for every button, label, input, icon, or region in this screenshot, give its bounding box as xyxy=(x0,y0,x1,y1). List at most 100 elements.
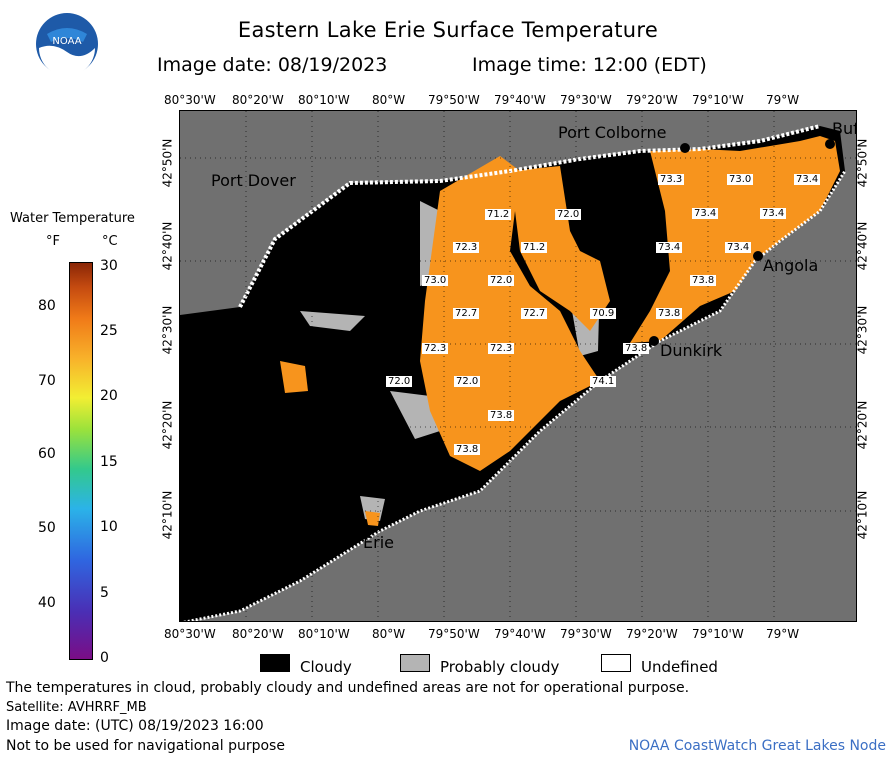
warm-water-area xyxy=(365,511,380,526)
color-scale-bar xyxy=(69,262,93,660)
dunkirk-dot xyxy=(649,336,659,346)
temp-label: 73.4 xyxy=(725,242,752,253)
lon-label-top: 79°30'W xyxy=(560,93,612,107)
temp-label: 73.8 xyxy=(623,343,650,354)
temp-label: 73.8 xyxy=(454,444,481,455)
temp-label: 73.4 xyxy=(760,208,787,219)
temp-label: 73.8 xyxy=(690,275,717,286)
temp-label: 72.0 xyxy=(488,275,515,286)
noaa-logo: NOAA xyxy=(36,13,98,76)
footer-satellite: Satellite: AVHRRF_MB xyxy=(6,700,147,715)
c-tick: 20 xyxy=(100,388,118,404)
temp-label: 71.2 xyxy=(485,209,512,220)
buffalo-dot xyxy=(825,139,835,149)
erie-dot xyxy=(355,526,365,536)
lon-label-top: 80°10'W xyxy=(298,93,350,107)
lon-label-top: 80°20'W xyxy=(232,93,284,107)
place-angola: Angola xyxy=(763,256,819,275)
swatch-cloudy xyxy=(260,654,290,672)
map-frame: 73.3 73.0 73.4 71.2 72.0 73.4 73.4 72.3 … xyxy=(179,110,857,622)
warm-water-area xyxy=(280,361,308,393)
temp-label: 73.8 xyxy=(488,410,515,421)
page-title: Eastern Lake Erie Surface Temperature xyxy=(237,18,659,42)
lon-label-top: 80°30'W xyxy=(164,93,216,107)
lat-label-right: 42°10'N xyxy=(855,490,870,540)
warm-water-area xyxy=(510,166,610,331)
image-time: Image time: 12:00 (EDT) xyxy=(472,54,707,76)
lat-label-left: 42°40'N xyxy=(160,221,175,271)
legend-probably-cloudy: Probably cloudy xyxy=(440,658,560,676)
legend-cloudy: Cloudy xyxy=(300,658,352,676)
probably-cloudy-area xyxy=(300,311,365,331)
swatch-undefined xyxy=(601,654,631,672)
temp-label: 70.9 xyxy=(590,308,617,319)
angola-dot xyxy=(753,251,763,261)
shoreline xyxy=(182,170,847,621)
legend-title: Water Temperature xyxy=(10,211,135,226)
probably-cloudy-area xyxy=(390,391,440,439)
lon-label-top: 79°50'W xyxy=(428,93,480,107)
lat-label-left: 42°10'N xyxy=(160,490,175,540)
c-tick: 30 xyxy=(100,258,118,274)
lat-label-right: 42°30'N xyxy=(855,305,870,355)
f-tick: 40 xyxy=(38,595,56,611)
f-tick: 80 xyxy=(38,298,56,314)
lon-label-top: 79°20'W xyxy=(626,93,678,107)
lon-label-bottom: 80°10'W xyxy=(298,627,350,641)
lon-label-top: 79°10'W xyxy=(692,93,744,107)
lat-label-left: 42°30'N xyxy=(160,305,175,355)
place-port-dover: Port Dover xyxy=(211,171,296,190)
logo-text: NOAA xyxy=(52,36,81,47)
temp-label: 73.3 xyxy=(658,174,685,185)
lon-label-top: 80°W xyxy=(372,93,406,107)
place-buffalo: Buf xyxy=(832,119,857,138)
temp-label: 73.0 xyxy=(727,174,754,185)
temp-label: 71.2 xyxy=(521,242,548,253)
lon-label-bottom: 79°40'W xyxy=(494,627,546,641)
footer-credit: NOAA CoastWatch Great Lakes Node xyxy=(628,738,886,754)
temp-label: 72.7 xyxy=(521,308,548,319)
temp-label: 72.0 xyxy=(555,209,582,220)
lon-label-bottom: 80°W xyxy=(372,627,406,641)
f-tick: 70 xyxy=(38,373,56,389)
temp-label: 73.8 xyxy=(656,308,683,319)
footer-note: The temperatures in cloud, probably clou… xyxy=(6,680,690,696)
lat-label-left: 42°50'N xyxy=(160,138,175,188)
lon-label-bottom: 80°30'W xyxy=(164,627,216,641)
port-colborne-dot xyxy=(680,143,690,153)
temp-label: 73.4 xyxy=(692,208,719,219)
temp-label: 73.4 xyxy=(656,242,683,253)
lat-label-right: 42°50'N xyxy=(855,138,870,188)
lat-label-right: 42°20'N xyxy=(855,400,870,450)
lat-label-right: 42°40'N xyxy=(855,221,870,271)
temp-label: 72.3 xyxy=(422,343,449,354)
temp-label: 72.3 xyxy=(453,242,480,253)
footer-nav: Not to be used for navigational purpose xyxy=(6,738,285,754)
temp-label: 72.0 xyxy=(386,376,413,387)
c-tick: 5 xyxy=(100,585,109,601)
lon-label-top: 79°W xyxy=(766,93,800,107)
lon-label-bottom: 79°20'W xyxy=(626,627,678,641)
temp-label: 73.4 xyxy=(794,174,821,185)
unit-celsius: °C xyxy=(102,234,118,249)
place-erie: Erie xyxy=(363,533,394,552)
temp-label: 72.7 xyxy=(453,308,480,319)
lon-label-bottom: 79°30'W xyxy=(560,627,612,641)
place-dunkirk: Dunkirk xyxy=(660,341,723,360)
graticule xyxy=(180,111,856,621)
temp-label: 73.0 xyxy=(422,275,449,286)
legend-undefined: Undefined xyxy=(641,658,718,676)
footer-utc: Image date: (UTC) 08/19/2023 16:00 xyxy=(6,718,264,734)
c-tick: 0 xyxy=(100,650,109,666)
lon-label-bottom: 79°W xyxy=(766,627,800,641)
place-port-colborne: Port Colborne xyxy=(558,123,667,142)
lat-label-left: 42°20'N xyxy=(160,400,175,450)
north-shore xyxy=(238,124,821,308)
c-tick: 15 xyxy=(100,454,118,470)
image-date: Image date: 08/19/2023 xyxy=(157,54,388,76)
warm-water-area xyxy=(630,136,840,343)
c-tick: 25 xyxy=(100,323,118,339)
lon-label-bottom: 80°20'W xyxy=(232,627,284,641)
temp-label: 72.3 xyxy=(488,343,515,354)
f-tick: 50 xyxy=(38,520,56,536)
